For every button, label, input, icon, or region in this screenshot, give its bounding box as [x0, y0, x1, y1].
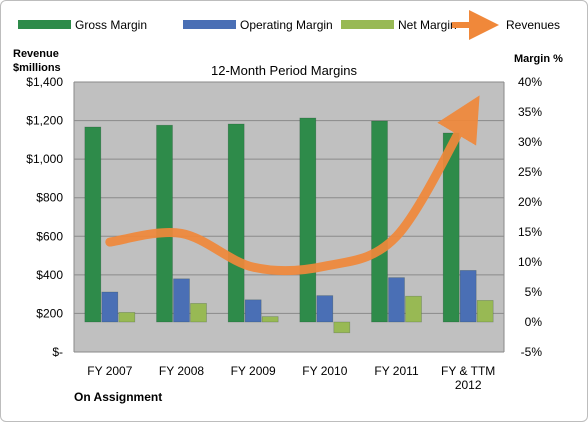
category-label-3: FY 2010 [302, 364, 347, 378]
right-tick-label-6: 25% [518, 165, 542, 179]
right-tick-label-5: 20% [518, 195, 542, 209]
net-margin-bar-5 [476, 300, 494, 323]
left-tick-label-0: $- [52, 345, 63, 359]
gross-margin-bar-2 [227, 123, 245, 323]
gross-margin-bar-0 [84, 126, 102, 323]
left-tick-label-7: $1,400 [26, 75, 63, 89]
left-axis-title-line2: $millions [13, 62, 61, 74]
operating-margin-bar-4 [388, 277, 405, 323]
net-margin-bar-2 [261, 316, 279, 323]
left-tick-label-4: $800 [36, 191, 63, 205]
left-tick-label-5: $1,000 [26, 152, 63, 166]
revenue-line [105, 95, 480, 276]
legend-label-operating-margin: Operating Margin [240, 18, 333, 32]
net-margin-bar-1 [190, 303, 207, 323]
gross-margin-bar-4 [371, 120, 388, 323]
right-tick-label-0: -5% [521, 345, 543, 359]
right-axis-ticks: -5% 0% 5% 10% 15% 20% 25% 30% 35% 40% [518, 75, 542, 359]
plot-area [74, 82, 504, 352]
left-axis-title-line1: Revenue [13, 48, 59, 60]
left-axis-ticks: $- $200 $400 $600 $800 $1,000 $1,200 $1,400 [26, 75, 63, 359]
right-tick-label-3: 10% [518, 255, 542, 269]
operating-margin-bar-1 [173, 278, 190, 323]
left-tick-label-3: $600 [36, 229, 63, 243]
category-label-0: FY 2007 [87, 364, 132, 378]
footer-label: On Assignment [74, 390, 162, 404]
operating-margin-bar-5 [459, 270, 477, 323]
operating-margin-bar-2 [244, 299, 262, 323]
left-tick-label-2: $400 [36, 268, 63, 282]
legend-swatch-gross-margin [18, 20, 71, 29]
category-label-4: FY 2011 [374, 364, 419, 378]
legend-label-net-margin: Net Margin [398, 18, 457, 32]
legend: Gross Margin Operating Margin Net Margin Re… [18, 10, 560, 40]
right-tick-label-7: 30% [518, 135, 542, 149]
gross-margin-bar-1 [156, 124, 173, 323]
category-label-5: FY & TTM [441, 364, 495, 378]
right-axis-title: Margin % [514, 53, 563, 65]
right-tick-label-1: 0% [525, 315, 543, 329]
legend-swatch-operating-margin [183, 20, 236, 29]
legend-label-gross-margin: Gross Margin [75, 18, 147, 32]
category-labels: FY 2007 FY 2008 FY 2009 FY 2010 FY 2011 FY & … [87, 364, 495, 392]
right-tick-label-2: 5% [525, 285, 543, 299]
left-tick-label-1: $200 [36, 306, 63, 320]
left-tick-label-6: $1,200 [26, 114, 63, 128]
category-label-5-line1: 2012 [455, 378, 482, 392]
operating-margin-bar-3 [316, 295, 334, 323]
gross-margin-bar-3 [299, 117, 317, 323]
chart-title: 12-Month Period Margins [211, 63, 357, 78]
category-label-1: FY 2008 [159, 364, 204, 378]
net-margin-bar-3 [333, 321, 351, 334]
bar-series [84, 117, 494, 334]
category-label-2: FY 2009 [231, 364, 276, 378]
revenue-line-layer [105, 95, 480, 276]
right-tick-label-8: 35% [518, 105, 542, 119]
legend-swatch-net-margin [341, 20, 394, 29]
operating-margin-bar-0 [101, 291, 119, 323]
right-tick-label-4: 15% [518, 225, 542, 239]
legend-label-revenues: Revenues [506, 18, 560, 32]
net-margin-bar-4 [405, 295, 422, 323]
net-margin-bar-0 [118, 312, 136, 323]
right-tick-label-9: 40% [518, 75, 542, 89]
